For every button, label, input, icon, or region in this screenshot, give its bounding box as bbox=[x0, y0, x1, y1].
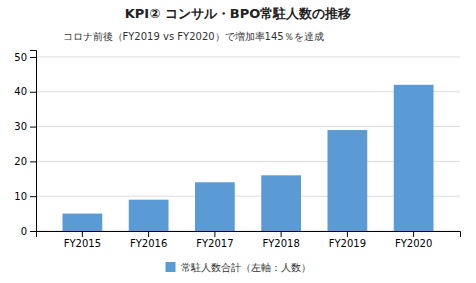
x-tick: FY2018 bbox=[262, 231, 299, 249]
x-tick-label: FY2020 bbox=[395, 238, 432, 249]
y-tick-mark bbox=[30, 161, 36, 162]
y-tick: 50 bbox=[14, 52, 36, 63]
legend-item: 常駐人数合計（左軸：人数） bbox=[166, 262, 311, 273]
chart: KPI② コンサル・BPO常駐人数の推移01020304050FY2015FY2… bbox=[0, 0, 476, 283]
y-axis-line bbox=[30, 51, 37, 232]
x-tick: FY2020 bbox=[395, 231, 432, 249]
x-tick-mark bbox=[413, 231, 414, 237]
x-tick: FY2015 bbox=[64, 231, 101, 249]
bar bbox=[129, 200, 169, 231]
y-tick-label: 10 bbox=[14, 191, 27, 202]
y-tick-mark bbox=[30, 196, 36, 197]
y-tick-mark bbox=[30, 231, 36, 232]
x-tick-label: FY2019 bbox=[329, 238, 366, 249]
x-tick-mark bbox=[214, 231, 215, 237]
y-tick: 30 bbox=[14, 121, 36, 132]
y-tick-label: 20 bbox=[14, 156, 27, 167]
plot: 01020304050FY2015FY2016FY2017FY2018FY201… bbox=[14, 51, 460, 250]
x-tick-label: FY2017 bbox=[196, 238, 233, 249]
x-axis: FY2015 FY2016 FY2017 FY2018 FY2019 FY2020 bbox=[37, 231, 461, 249]
x-tick: FY2016 bbox=[130, 231, 167, 249]
y-tick: 20 bbox=[14, 156, 36, 167]
x-tick-mark bbox=[347, 231, 348, 237]
title: KPI② コンサル・BPO常駐人数の推移 bbox=[125, 6, 351, 21]
bar bbox=[261, 175, 301, 231]
y-tick: 40 bbox=[14, 86, 36, 97]
bar bbox=[195, 182, 235, 231]
bar bbox=[63, 214, 103, 231]
y-tick-label: 40 bbox=[14, 86, 27, 97]
y-tick: 10 bbox=[14, 191, 36, 202]
y-axis: 0 10 20 30 40 50 bbox=[14, 51, 36, 237]
y-tick-label: 50 bbox=[14, 52, 27, 63]
y-tick: 0 bbox=[21, 226, 36, 237]
legend: 常駐人数合計（左軸：人数） bbox=[166, 262, 311, 273]
bars bbox=[63, 85, 434, 231]
annotation: コロナ前後（FY2019 vs FY2020）で増加率145％を達成 bbox=[63, 31, 324, 42]
y-tick-label: 30 bbox=[14, 121, 27, 132]
y-tick-mark bbox=[30, 127, 36, 128]
legend-label: 常駐人数合計（左軸：人数） bbox=[181, 262, 311, 273]
x-tick-mark bbox=[82, 231, 83, 237]
x-tick-label: FY2015 bbox=[64, 238, 101, 249]
x-tick-mark bbox=[148, 231, 149, 237]
y-tick-label: 0 bbox=[21, 226, 27, 237]
grid-line bbox=[36, 56, 460, 57]
x-tick-label: FY2018 bbox=[262, 238, 299, 249]
bar bbox=[328, 130, 368, 231]
y-tick-mark bbox=[30, 57, 36, 58]
bar bbox=[394, 85, 434, 231]
x-tick-mark bbox=[281, 231, 282, 237]
x-tick: FY2017 bbox=[196, 231, 233, 249]
x-axis-line bbox=[37, 232, 461, 238]
x-tick-label: FY2016 bbox=[130, 238, 167, 249]
x-tick: FY2019 bbox=[329, 231, 366, 249]
grid bbox=[36, 57, 460, 231]
legend-swatch bbox=[166, 262, 176, 272]
y-tick-mark bbox=[30, 92, 36, 93]
